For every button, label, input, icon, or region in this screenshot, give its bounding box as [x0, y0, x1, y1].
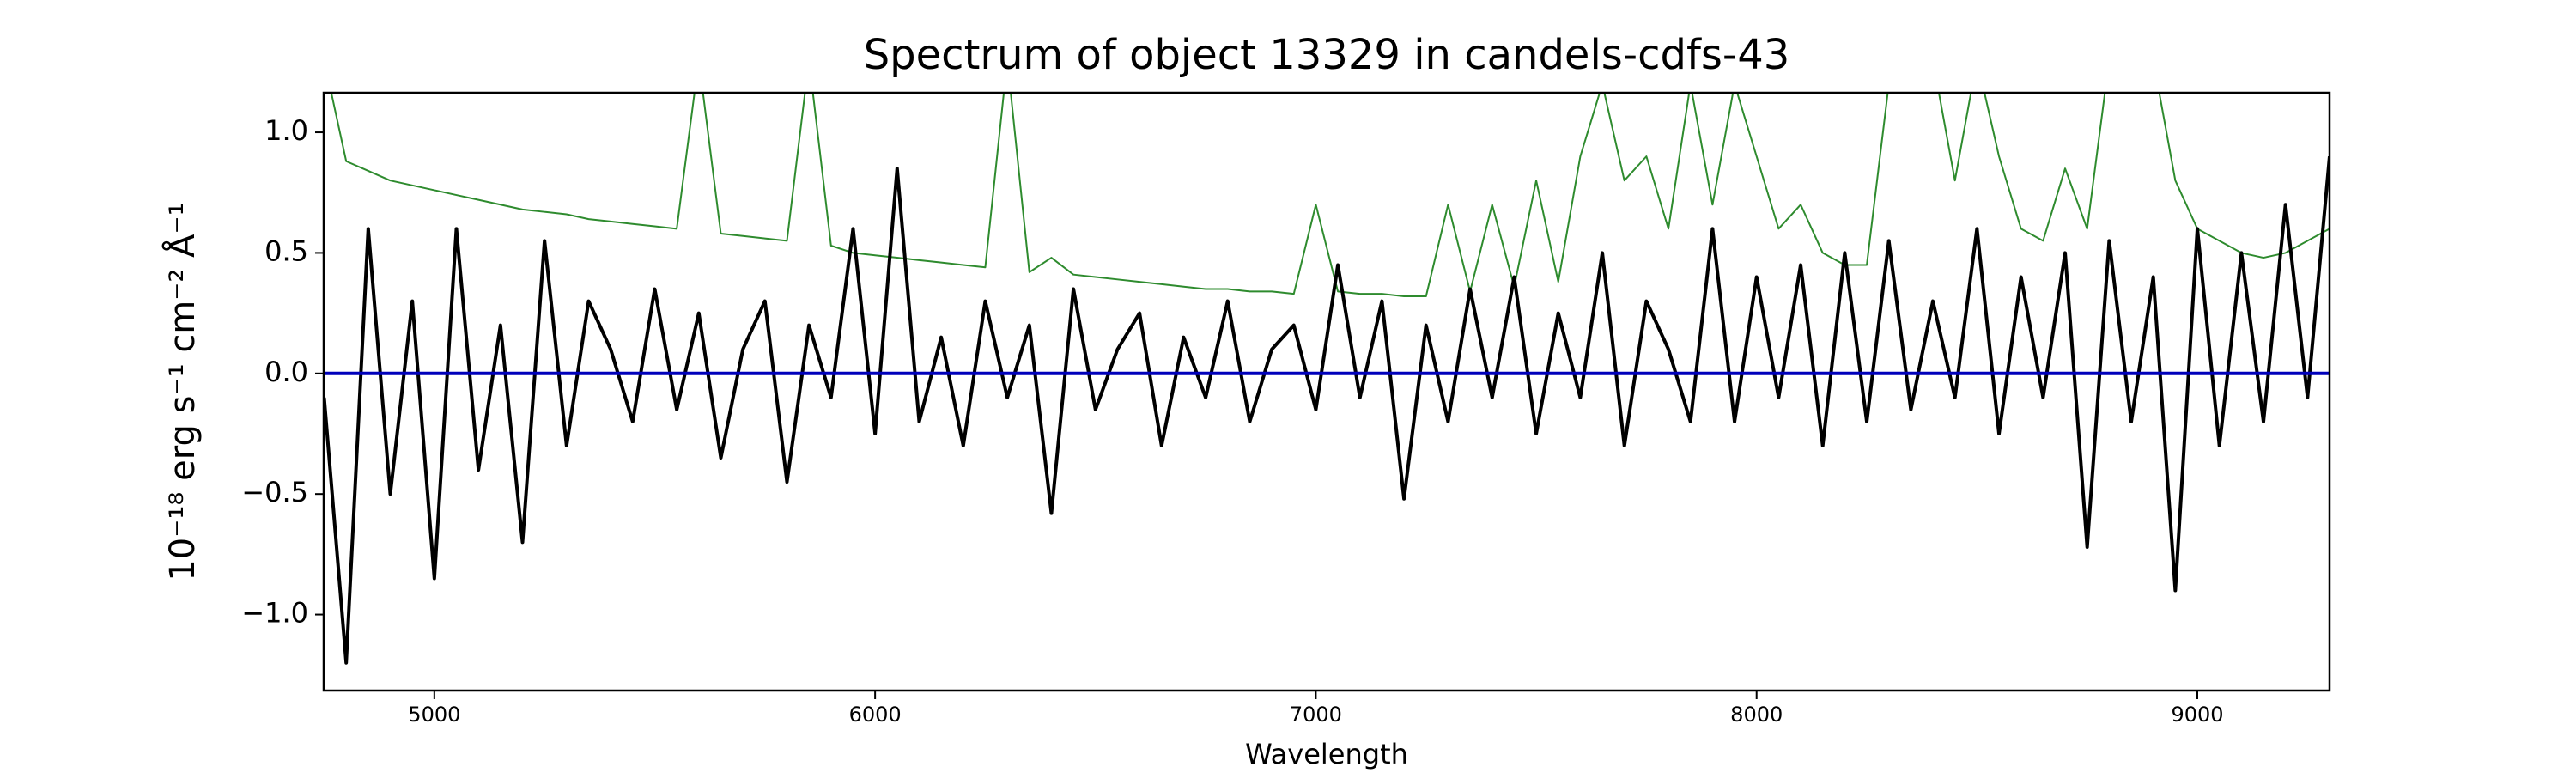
x-tick-label: 8000: [1730, 703, 1783, 727]
plot-area: [324, 93, 2330, 665]
x-tick-label: 9000: [2171, 703, 2223, 727]
y-tick-label: 0.5: [264, 234, 308, 267]
spectrum-line: [324, 155, 2330, 665]
y-tick-label: −0.5: [241, 476, 308, 508]
y-tick-label: −1.0: [241, 597, 308, 630]
y-axis-label: 10⁻¹⁸ erg s⁻¹ cm⁻² Å⁻¹: [161, 202, 203, 581]
spectrum-line: [330, 93, 2330, 297]
chart-title: Spectrum of object 13329 in candels-cdfs…: [864, 31, 1790, 79]
x-axis-label: Wavelength: [1245, 738, 1408, 770]
x-tick-label: 7000: [1290, 703, 1342, 727]
axes-frame: [322, 91, 2331, 692]
x-tick-label: 5000: [408, 703, 460, 727]
y-tick-label: 1.0: [264, 114, 308, 147]
y-tick-label: 0.0: [264, 356, 308, 388]
x-tick-label: 6000: [849, 703, 902, 727]
